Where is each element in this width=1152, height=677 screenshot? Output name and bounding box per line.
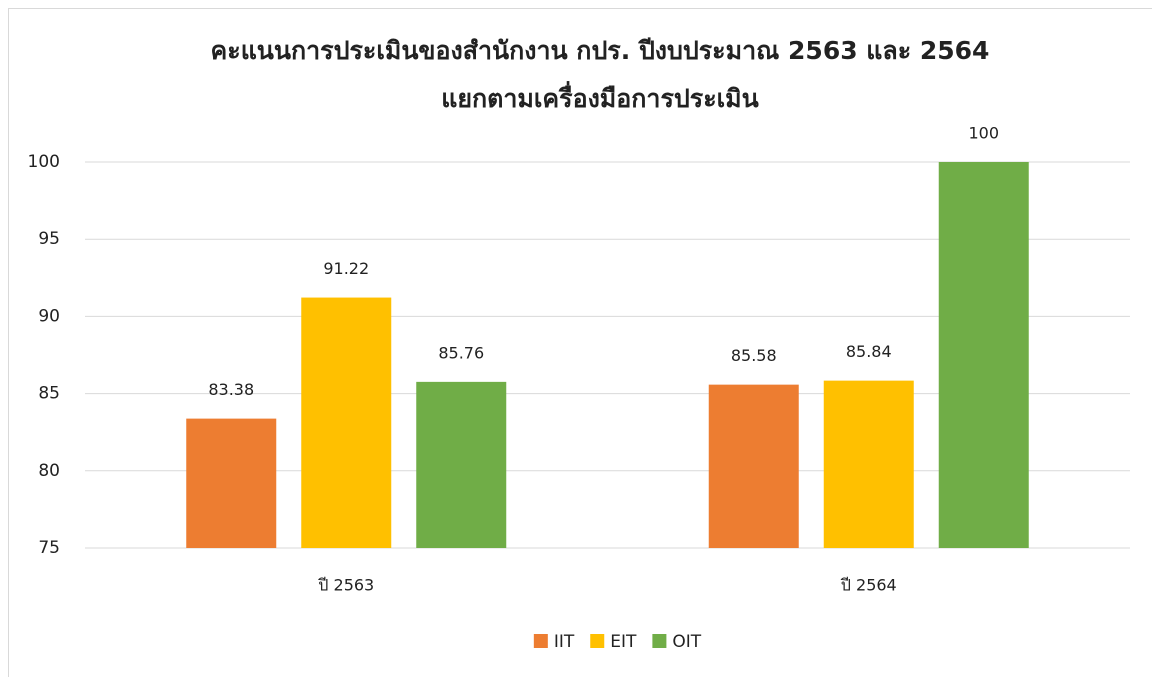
data-label: 83.38 [208,380,254,399]
y-tick-label: 95 [38,229,60,249]
x-tick-label: ปี 2563 [318,576,374,595]
legend-label: EIT [610,632,637,652]
y-tick-label: 85 [38,384,60,404]
y-tick-label: 90 [38,306,60,326]
data-label: 100 [968,124,999,143]
legend-label: IIT [554,632,575,652]
y-tick-label: 80 [38,461,60,481]
bar [186,418,277,548]
x-tick-label: ปี 2564 [840,576,896,595]
chart-title: คะแนนการประเมินของสำนักงาน กปร. ปีงบประม… [211,36,990,65]
data-label: 91.22 [323,259,369,278]
legend-label: OIT [672,632,701,652]
data-label: 85.76 [438,343,484,362]
bar [823,380,914,548]
y-tick-label: 75 [38,538,60,558]
legend-swatch [652,634,667,648]
y-tick-label: 100 [28,152,60,172]
data-label: 85.84 [846,342,892,361]
bar [416,381,507,548]
bar [938,162,1029,548]
bar [708,384,799,548]
chart-title: แยกตามเครื่องมือการประเมิน [441,81,759,113]
data-label: 85.58 [731,346,777,365]
bar [301,297,392,548]
legend-swatch [533,634,548,648]
legend-swatch [590,634,605,648]
